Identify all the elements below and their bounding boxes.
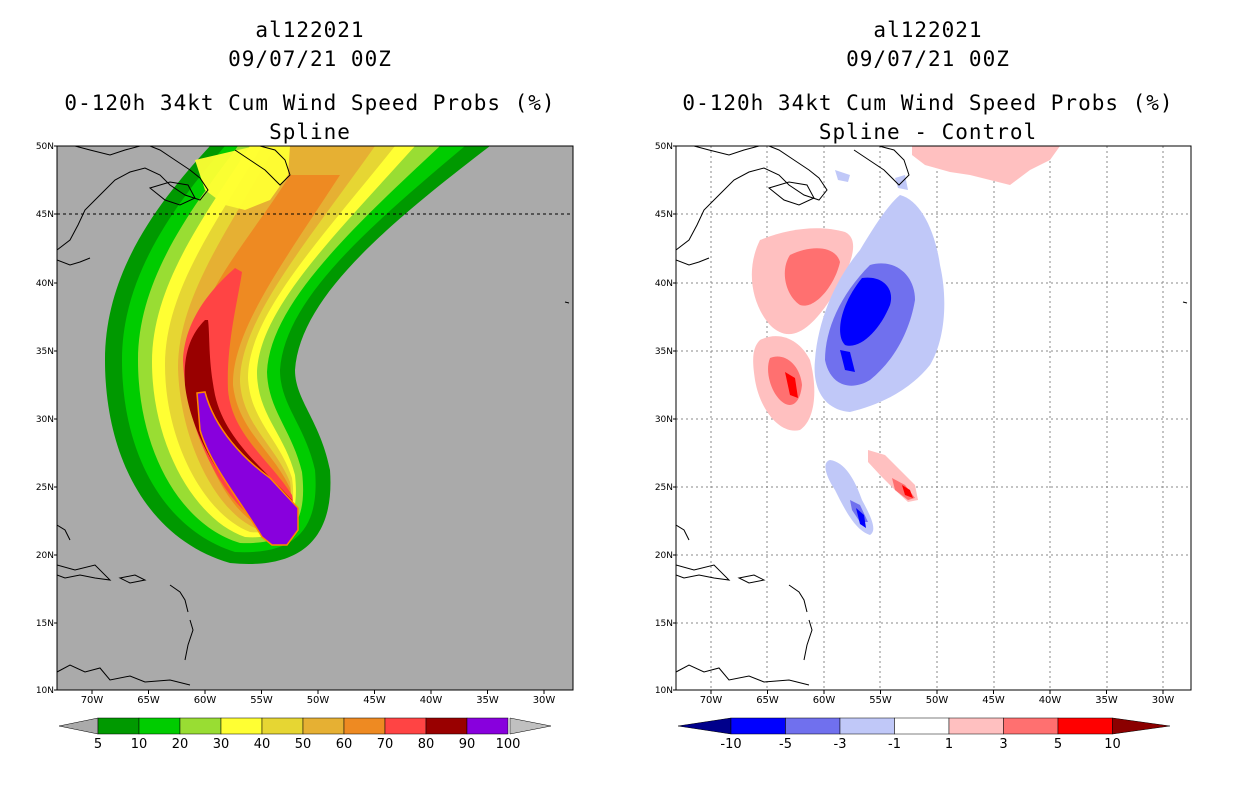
right-colorbar-swatch <box>948 717 1004 735</box>
left-date: 09/07/21 00Z <box>228 47 392 71</box>
left-colorbar-swatch <box>97 717 140 735</box>
left-colorbar: 5 10 20 30 40 50 60 70 80 90 100 <box>58 717 552 752</box>
left-lon-label: 35W <box>476 695 499 706</box>
left-colorbar-label: 30 <box>213 737 230 752</box>
right-colorbar-swatch <box>894 717 950 735</box>
right-lon-label: 50W <box>926 695 949 706</box>
left-colorbar-swatch <box>466 717 509 735</box>
left-lon-label: 65W <box>137 695 160 706</box>
left-lat-label: 50N <box>36 142 54 152</box>
left-colorbar-swatch <box>343 717 386 735</box>
right-lon-label: 45W <box>982 695 1005 706</box>
right-colorbar-label: 5 <box>1054 737 1062 752</box>
right-colorbar-max-arrow <box>1112 717 1171 735</box>
left-colorbar-swatch <box>261 717 304 735</box>
left-colorbar-min-arrow <box>58 717 99 735</box>
right-lat-label: 50N <box>655 142 673 152</box>
right-colorbar-swatch <box>1003 717 1059 735</box>
left-colorbar-swatch <box>138 717 181 735</box>
right-colorbar-swatch <box>839 717 895 735</box>
right-colorbar-label: 3 <box>999 737 1007 752</box>
right-map-background <box>676 146 1191 690</box>
right-colorbar-min-arrow <box>677 717 732 735</box>
right-colorbar-label: -5 <box>779 737 792 752</box>
left-colorbar-label: 5 <box>94 737 102 752</box>
left-lat-label: 35N <box>36 347 54 357</box>
right-title: al122021 09/07/21 00Z 0-120h 34kt Cum Wi… <box>620 16 1236 147</box>
left-lon-label: 50W <box>307 695 330 706</box>
right-lon-label: 55W <box>869 695 892 706</box>
right-colorbar-swatch <box>785 717 841 735</box>
right-lat-label: 40N <box>655 279 673 289</box>
right-lon-label: 70W <box>700 695 723 706</box>
right-lon-label: 35W <box>1095 695 1118 706</box>
left-colorbar-label: 70 <box>377 737 394 752</box>
left-lat-label: 25N <box>36 483 54 493</box>
left-colorbar-label: 100 <box>496 737 521 752</box>
right-storm-id: al122021 <box>873 18 983 42</box>
right-lon-label: 60W <box>813 695 836 706</box>
left-lat-label: 20N <box>36 551 54 561</box>
right-lat-label: 30N <box>655 415 673 425</box>
left-colorbar-swatch <box>384 717 427 735</box>
right-colorbar: -10 -5 -3 -1 1 3 5 10 <box>677 717 1171 752</box>
right-product-title: 0-120h 34kt Cum Wind Speed Probs (%) <box>682 91 1174 115</box>
left-product-title: 0-120h 34kt Cum Wind Speed Probs (%) <box>64 91 556 115</box>
right-difference-field <box>751 146 1060 535</box>
right-colorbar-label: 1 <box>945 737 953 752</box>
left-lon-label: 60W <box>194 695 217 706</box>
right-colorbar-label: -3 <box>834 737 847 752</box>
right-date: 09/07/21 00Z <box>846 47 1010 71</box>
left-lon-label: 40W <box>420 695 443 706</box>
left-colorbar-swatch <box>302 717 345 735</box>
left-map: 50N 45N 40N 35N 30N 25N 20N 15N 10N 70W 65W 60W 55W 5… <box>36 142 574 752</box>
right-colorbar-label: 10 <box>1104 737 1121 752</box>
left-lon-label: 55W <box>250 695 273 706</box>
left-colorbar-max-arrow <box>509 717 552 735</box>
left-subtitle: Spline <box>269 120 351 144</box>
right-colorbar-swatch <box>1057 717 1113 735</box>
right-map: 50N 45N 40N 35N 30N 25N 20N 15N 10N 70W 65W 60W 55W 5… <box>655 142 1192 752</box>
right-lon-label: 65W <box>756 695 779 706</box>
right-map-frame <box>675 145 1192 691</box>
right-colorbar-label: -1 <box>888 737 901 752</box>
left-colorbar-label: 80 <box>418 737 435 752</box>
left-title: al122021 09/07/21 00Z 0-120h 34kt Cum Wi… <box>0 16 620 147</box>
right-lat-label: 45N <box>655 210 673 220</box>
left-map-frame <box>56 145 574 691</box>
right-lat-label: 25N <box>655 483 673 493</box>
left-lat-label: 45N <box>36 210 54 220</box>
right-lon-label: 30W <box>1152 695 1175 706</box>
left-lat-label: 10N <box>36 686 54 696</box>
right-colorbar-swatch <box>730 717 786 735</box>
left-lat-label: 15N <box>36 619 54 629</box>
right-coastlines <box>676 146 1188 686</box>
right-colorbar-label: -10 <box>720 737 741 752</box>
right-lat-label: 20N <box>655 551 673 561</box>
left-colorbar-label: 60 <box>336 737 353 752</box>
left-colorbar-swatch <box>425 717 468 735</box>
left-lon-label: 30W <box>533 695 556 706</box>
left-probability-swath <box>105 146 490 564</box>
right-lat-label: 35N <box>655 347 673 357</box>
right-lon-label: 40W <box>1039 695 1062 706</box>
left-colorbar-label: 10 <box>131 737 148 752</box>
left-colorbar-swatch <box>179 717 222 735</box>
left-lon-label: 70W <box>81 695 104 706</box>
left-storm-id: al122021 <box>255 18 365 42</box>
right-lat-label: 10N <box>655 686 673 696</box>
right-subtitle: Spline - Control <box>818 120 1038 144</box>
left-lon-label: 45W <box>363 695 386 706</box>
left-colorbar-label: 40 <box>254 737 271 752</box>
left-colorbar-label: 90 <box>459 737 476 752</box>
left-colorbar-label: 20 <box>172 737 189 752</box>
left-coastlines <box>57 146 570 686</box>
left-lat-label: 30N <box>36 415 54 425</box>
right-lat-label: 15N <box>655 619 673 629</box>
left-colorbar-label: 50 <box>295 737 312 752</box>
left-colorbar-swatch <box>220 717 263 735</box>
left-lat-label: 40N <box>36 279 54 289</box>
